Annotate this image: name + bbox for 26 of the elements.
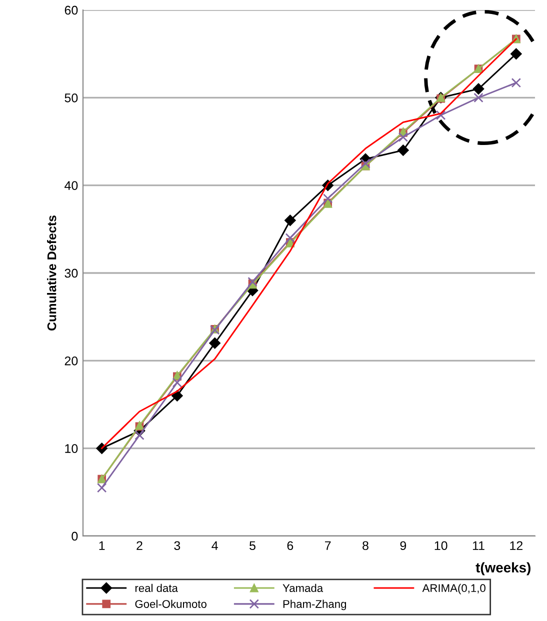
- y-tick-label: 60: [64, 6, 78, 15]
- x-tick-label: 5: [250, 541, 256, 550]
- y-axis-title: Cumulative Defects: [47, 216, 56, 330]
- legend-label: Yamada: [282, 584, 324, 592]
- y-tick-label: 0: [72, 532, 78, 541]
- x-tick-label: 7: [325, 541, 331, 550]
- legend-label: Pham-Zhang: [283, 600, 346, 610]
- legend-label: Goel-Okumoto: [135, 600, 206, 608]
- x-tick-label: 1: [99, 541, 105, 550]
- x-axis-title: t(weeks): [476, 562, 530, 576]
- legend-label: real data: [135, 584, 178, 592]
- y-tick-label: 30: [64, 268, 78, 278]
- x-tick-label: 2: [136, 541, 142, 550]
- y-tick-label: 10: [65, 444, 78, 453]
- x-tick-label: 3: [174, 541, 180, 550]
- y-tick-label: 20: [64, 356, 78, 366]
- y-tick-label: 50: [64, 93, 78, 102]
- x-tick-label: 8: [362, 541, 368, 550]
- x-tick-label: 10: [434, 541, 448, 550]
- x-tick-label: 4: [212, 541, 218, 550]
- x-tick-label: 11: [472, 541, 484, 550]
- y-tick-label: 40: [64, 181, 78, 190]
- legend-label: ARIMA(0,1,0: [422, 584, 486, 594]
- x-tick-label: 12: [510, 541, 522, 550]
- x-tick-label: 6: [287, 541, 294, 550]
- x-tick-label: 9: [400, 541, 406, 550]
